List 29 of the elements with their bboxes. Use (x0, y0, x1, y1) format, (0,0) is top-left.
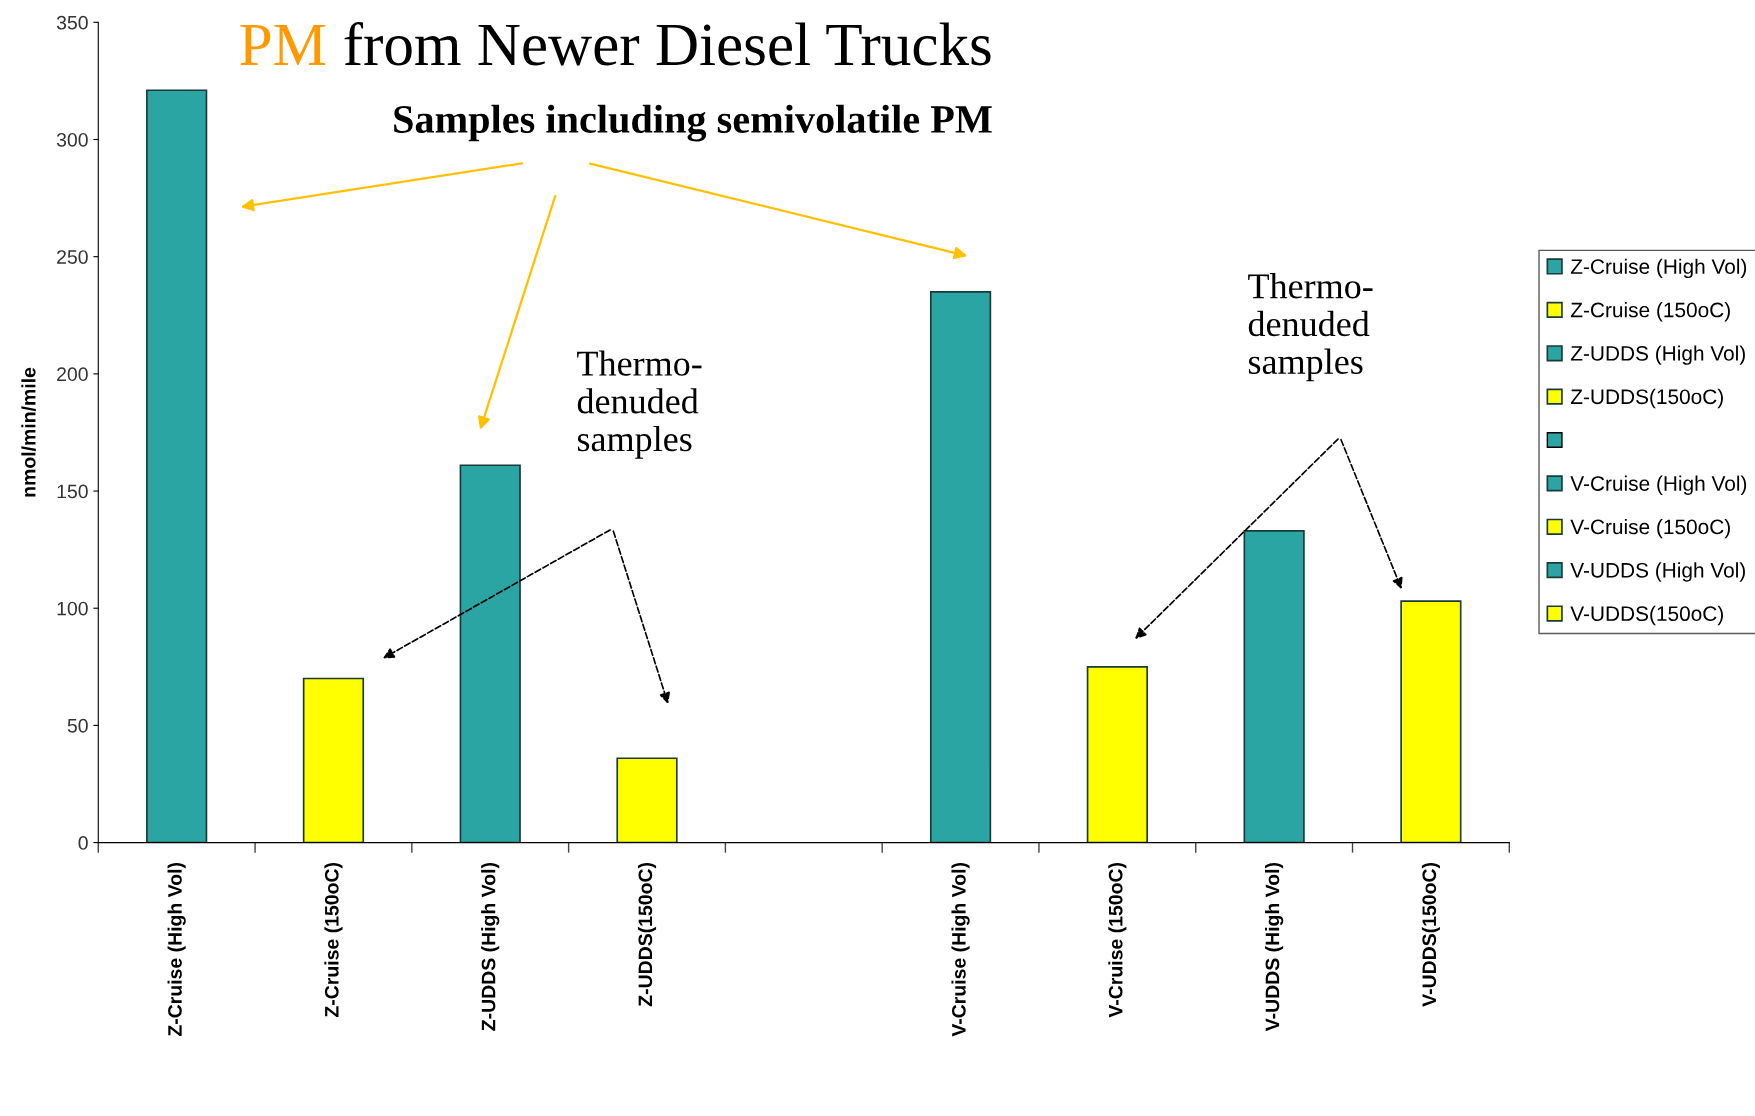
x-tick-label: Z-Cruise (High Vol) (167, 862, 186, 1037)
x-tick-label: Z-UDDS (High Vol) (481, 862, 500, 1031)
y-tick-label: 100 (57, 601, 88, 616)
y-axis-title: nmol/min/mile (21, 367, 36, 497)
x-tick-label: V-UDDS (High Vol) (1265, 862, 1284, 1032)
x-tick-label: Z-UDDS(150oC) (637, 862, 657, 1007)
legend-label: Z-Cruise (High Vol) (1570, 258, 1747, 279)
y-tick-label: 50 (67, 718, 88, 733)
x-tick-label: Z-Cruise (150oC) (324, 862, 343, 1018)
y-tick-label: 300 (56, 132, 88, 147)
legend-label: Z-Cruise (150oC) (1570, 302, 1730, 322)
annotation: Samples including semivolatile PM (394, 104, 992, 142)
y-tick-label: 0 (78, 836, 88, 850)
legend-label: Z-UDDS(150oC) (1570, 388, 1723, 409)
annotation: Thermo- denuded samples (577, 350, 702, 459)
x-tick-label: V-Cruise (150oC) (1108, 862, 1127, 1018)
chart-title: PM from Newer Diesel Trucks (240, 21, 991, 66)
y-tick-label: 150 (57, 484, 88, 499)
y-tick-label: 250 (57, 250, 88, 264)
legend-label: Z-UDDS (High Vol) (1570, 345, 1745, 365)
y-tick-label: 200 (57, 367, 88, 382)
x-tick-label: V-Cruise (High Vol) (951, 862, 970, 1037)
legend-label: V-UDDS(150oC) (1570, 605, 1723, 626)
x-tick-label: V-UDDS(150oC) (1421, 862, 1440, 1007)
annotation: Thermo- denuded samples (1248, 273, 1373, 382)
legend-label: V-UDDS (High Vol) (1570, 562, 1745, 582)
legend-label: V-Cruise (150oC) (1570, 518, 1730, 539)
y-tick-label: 350 (56, 15, 88, 30)
legend-label: V-Cruise (High Vol) (1570, 475, 1747, 496)
